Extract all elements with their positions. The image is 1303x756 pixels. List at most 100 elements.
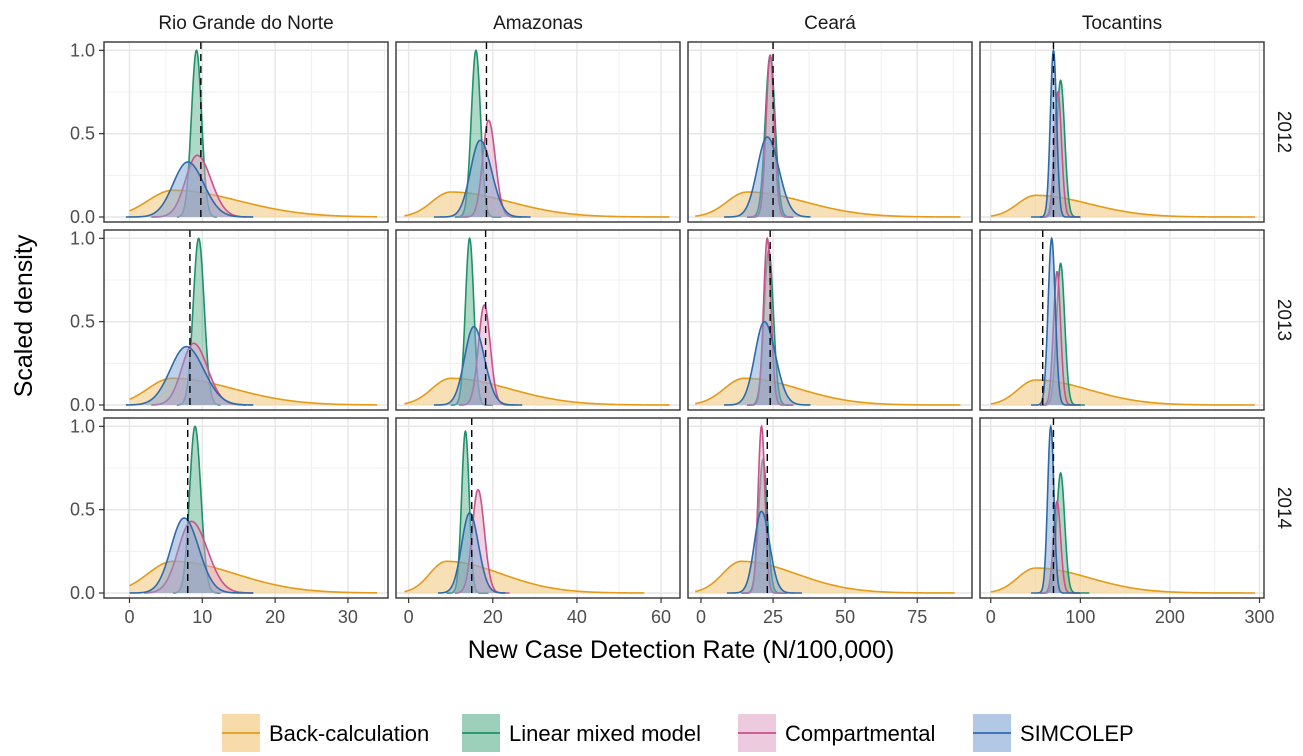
back-density-line	[695, 191, 961, 218]
legend-item-comp: Compartmental	[738, 714, 935, 752]
gridlines	[396, 42, 680, 222]
back-density-area	[404, 192, 670, 217]
sim-density-line	[129, 517, 254, 594]
y-tick-label: 0.0	[70, 207, 95, 227]
panel-ceara-2013	[687, 229, 973, 411]
gridlines	[104, 418, 388, 598]
comp-density-area	[747, 55, 794, 217]
y-tick-label: 1.0	[70, 228, 95, 248]
x-tick-label: 100	[1065, 607, 1095, 627]
lmm-density-area	[450, 238, 493, 405]
panel-tocantins-2013	[979, 229, 1265, 411]
density-curves	[404, 237, 670, 406]
sim-density-line	[724, 136, 811, 218]
facet-label-row: 2013	[1273, 299, 1294, 341]
legend-item-sim: SIMCOLEP	[973, 714, 1134, 752]
x-tick-label: 20	[265, 607, 285, 627]
density-curves	[990, 236, 1256, 406]
panel-amazonas-2013	[395, 229, 681, 411]
back-density-area	[695, 561, 955, 593]
density-curves	[990, 48, 1256, 218]
panel-border	[103, 417, 389, 599]
x-tick-label: 20	[483, 607, 503, 627]
back-density-area	[404, 378, 670, 405]
y-tick-label: 0.5	[70, 500, 95, 520]
gridlines	[104, 230, 388, 410]
sim-density-area	[724, 321, 811, 405]
panel-border	[687, 417, 973, 599]
facet-label-column: Tocantins	[1082, 13, 1162, 34]
gridlines	[688, 42, 972, 222]
x-tick-label: 0	[986, 607, 996, 627]
legend: Back-calculation Linear mixed model Compar…	[222, 714, 1134, 752]
panel-border	[979, 229, 1265, 411]
back-density-line	[990, 379, 1256, 406]
x-tick-label: 0	[404, 607, 414, 627]
sim-density-line	[433, 139, 531, 218]
back-density-area	[404, 561, 645, 593]
density-curves	[125, 49, 378, 218]
y-axis-title: Scaled density	[10, 234, 38, 397]
x-tick-label: 300	[1244, 607, 1274, 627]
back-density-area	[990, 195, 1256, 217]
x-tick-label: 75	[907, 607, 927, 627]
y-tick-label: 0.5	[70, 312, 95, 332]
facet-label-column: Ceará	[804, 13, 856, 34]
panels	[103, 41, 1265, 599]
gridlines	[980, 42, 1264, 222]
comp-density-area	[1040, 271, 1081, 405]
comp-density-area	[741, 426, 788, 593]
legend-label: Linear mixed model	[509, 721, 701, 746]
back-density-line	[695, 377, 961, 406]
x-tick-label: 60	[651, 607, 671, 627]
sim-density-area	[1031, 50, 1081, 217]
axes: 0.00.51.00.00.51.00.00.51.00 10 20 30 0 20 40 6…	[70, 40, 1275, 627]
panel-tocantins-2014	[979, 417, 1265, 599]
panel-amazonas-2014	[395, 417, 681, 599]
y-tick-label: 0.0	[70, 395, 95, 415]
x-tick-label: 10	[192, 607, 212, 627]
y-tick-label: 1.0	[70, 40, 95, 60]
gridlines	[980, 230, 1264, 410]
panel-rio-grande-do-norte-2013	[103, 229, 389, 411]
panel-border	[103, 229, 389, 411]
facet-label-column: Amazonas	[493, 13, 583, 34]
x-tick-label: 50	[835, 607, 855, 627]
back-density-line	[404, 377, 670, 406]
lmm-density-area	[1040, 263, 1085, 405]
x-tick-label: 200	[1155, 607, 1185, 627]
x-tick-label: 30	[338, 607, 358, 627]
panel-ceara-2014	[687, 417, 973, 599]
facet-label-row: 2014	[1273, 487, 1294, 530]
y-tick-label: 0.0	[70, 583, 95, 603]
panel-border	[103, 41, 389, 223]
x-tick-label: 0	[124, 607, 134, 627]
density-curves	[695, 53, 961, 218]
sim-density-line	[1031, 48, 1081, 218]
legend-label: Back-calculation	[269, 721, 429, 746]
comp-density-area	[1040, 501, 1081, 593]
sim-density-area	[129, 518, 254, 593]
legend-label: SIMCOLEP	[1020, 721, 1134, 746]
density-curves	[404, 49, 670, 218]
panel-border	[979, 41, 1265, 223]
sim-density-line	[1031, 236, 1081, 406]
panel-tocantins-2012	[979, 41, 1265, 223]
lmm-density-area	[454, 50, 502, 217]
comp-density-area	[459, 305, 514, 405]
density-curves	[695, 424, 955, 594]
back-density-area	[990, 568, 1256, 593]
sim-density-line	[726, 510, 802, 594]
x-axis-title: New Case Detection Rate (N/100,000)	[468, 636, 895, 664]
panel-ceara-2012	[687, 41, 973, 223]
sim-density-area	[724, 137, 811, 217]
sim-density-line	[125, 161, 254, 218]
back-density-line	[404, 191, 670, 218]
back-density-line	[990, 194, 1256, 218]
sim-density-area	[125, 162, 254, 217]
panel-border	[395, 417, 681, 599]
gridlines	[980, 418, 1264, 598]
density-curves	[404, 429, 645, 594]
back-density-area	[990, 380, 1256, 405]
